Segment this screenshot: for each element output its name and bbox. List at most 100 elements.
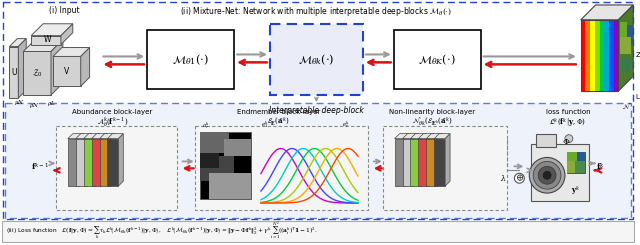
Bar: [195, 126, 368, 210]
Polygon shape: [61, 24, 73, 45]
Polygon shape: [618, 5, 633, 91]
Polygon shape: [403, 134, 419, 139]
Bar: [609, 20, 614, 91]
Polygon shape: [102, 134, 108, 186]
Bar: [394, 30, 481, 89]
Bar: [108, 139, 118, 186]
Text: Interpretable deep-block: Interpretable deep-block: [269, 106, 364, 115]
Bar: [147, 30, 234, 89]
Polygon shape: [51, 40, 63, 95]
Polygon shape: [111, 134, 115, 186]
Text: V: V: [64, 67, 70, 76]
Bar: [567, 151, 577, 161]
Text: $\mathcal{E}_{\mathbf{E}}(\bar{\mathbf{a}}^k)$: $\mathcal{E}_{\mathbf{E}}(\bar{\mathbf{a…: [268, 116, 290, 127]
Bar: [620, 22, 627, 37]
Text: $\mathcal{M}_{\theta 1}(\cdot)$: $\mathcal{M}_{\theta 1}(\cdot)$: [172, 52, 209, 67]
Bar: [604, 20, 609, 91]
Text: loss function: loss function: [545, 109, 590, 115]
Polygon shape: [68, 134, 84, 139]
Polygon shape: [79, 134, 84, 186]
Bar: [586, 20, 590, 91]
Bar: [575, 161, 585, 173]
Text: (i) Input: (i) Input: [49, 6, 79, 15]
Bar: [270, 24, 363, 95]
Polygon shape: [92, 134, 108, 139]
Bar: [410, 139, 421, 186]
Polygon shape: [23, 40, 63, 51]
Bar: [590, 20, 595, 91]
Circle shape: [533, 161, 561, 189]
Text: $e_r^k$: $e_r^k$: [342, 119, 350, 130]
Circle shape: [515, 173, 524, 183]
Bar: [224, 139, 251, 157]
Bar: [200, 132, 229, 153]
Bar: [3, 221, 634, 242]
Circle shape: [565, 135, 573, 143]
Bar: [614, 20, 618, 91]
Polygon shape: [421, 134, 426, 186]
Polygon shape: [434, 134, 450, 139]
Text: $\rho N$: $\rho N$: [29, 101, 39, 110]
Text: U: U: [11, 68, 17, 77]
Text: $\mathbf{f}^k$: $\mathbf{f}^k$: [596, 161, 604, 172]
Text: $\oplus$: $\oplus$: [515, 173, 524, 184]
Text: $\Phi$: $\Phi$: [562, 137, 570, 146]
Text: Z: Z: [636, 52, 640, 59]
Text: $\mu N$: $\mu N$: [14, 98, 24, 107]
Bar: [600, 20, 604, 91]
Polygon shape: [118, 134, 124, 186]
Text: Abundance block-layer: Abundance block-layer: [72, 109, 152, 115]
Polygon shape: [10, 39, 26, 47]
Text: Non-linearity block-layer: Non-linearity block-layer: [389, 109, 476, 115]
Bar: [10, 47, 19, 98]
Bar: [622, 57, 631, 72]
Bar: [434, 139, 445, 186]
Polygon shape: [86, 134, 92, 186]
Text: $\mathcal{A}_{\theta}^{k}(\mathbf{f}^{k-1})$: $\mathcal{A}_{\theta}^{k}(\mathbf{f}^{k-…: [97, 116, 128, 129]
Bar: [419, 139, 429, 186]
Text: ......: ......: [371, 54, 388, 64]
Bar: [595, 20, 600, 91]
Polygon shape: [108, 134, 124, 139]
Bar: [577, 151, 585, 161]
Text: $\mathcal{Z}_0$: $\mathcal{Z}_0$: [32, 68, 43, 79]
Text: (iii) Loss function   $\mathcal{L}(\mathbf{f}|\mathbf{y},\Phi)=\sum_k\tau_k\math: (iii) Loss function $\mathcal{L}(\mathbf…: [6, 220, 319, 243]
Bar: [426, 139, 437, 186]
Bar: [580, 20, 586, 91]
Bar: [53, 56, 81, 86]
Text: $\lambda$: $\lambda$: [500, 173, 507, 183]
Polygon shape: [81, 48, 90, 86]
Polygon shape: [95, 134, 100, 186]
Polygon shape: [395, 134, 410, 139]
Text: $a_r^k$: $a_r^k$: [202, 120, 209, 131]
Bar: [100, 139, 111, 186]
Bar: [200, 132, 251, 199]
Polygon shape: [437, 134, 442, 186]
Text: $a_1^k$: $a_1^k$: [202, 187, 209, 198]
Text: $e_1^k$: $e_1^k$: [261, 119, 269, 130]
Circle shape: [529, 158, 565, 193]
Bar: [84, 139, 95, 186]
Text: W: W: [44, 35, 51, 44]
Bar: [200, 153, 220, 168]
Polygon shape: [31, 24, 73, 36]
Text: Output: Output: [595, 5, 622, 14]
Text: ......: ......: [242, 54, 260, 64]
Bar: [68, 139, 79, 186]
Bar: [23, 51, 51, 95]
Text: $\mathcal{N}$: $\mathcal{N}$: [622, 101, 632, 111]
Circle shape: [538, 166, 556, 184]
Polygon shape: [413, 134, 419, 186]
Polygon shape: [419, 134, 434, 139]
Bar: [580, 20, 618, 91]
Bar: [536, 134, 556, 147]
Polygon shape: [410, 134, 426, 139]
Bar: [209, 173, 251, 199]
Polygon shape: [580, 5, 633, 20]
Bar: [531, 144, 589, 201]
Bar: [620, 37, 631, 54]
Bar: [76, 139, 86, 186]
Bar: [6, 103, 631, 218]
Polygon shape: [445, 134, 450, 186]
Text: $\mathcal{L}^k(\mathbf{f}^k|\mathbf{y},\Phi)$: $\mathcal{L}^k(\mathbf{f}^k|\mathbf{y},\…: [549, 116, 586, 129]
